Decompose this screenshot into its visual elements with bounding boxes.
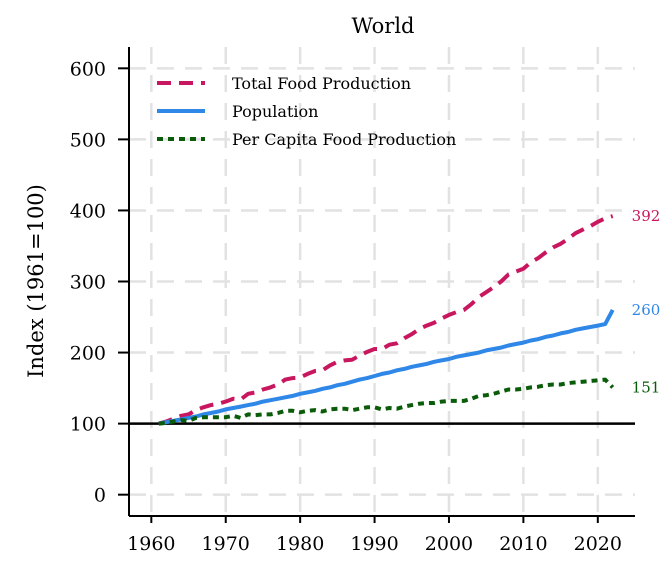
x-tick-label: 1980 — [276, 533, 324, 555]
end-value-label: 260 — [632, 301, 661, 319]
x-tick-label: 2010 — [499, 533, 547, 555]
y-tick-label: 600 — [70, 58, 106, 80]
x-tick-label: 2020 — [574, 533, 622, 555]
series-line-1 — [158, 214, 614, 426]
x-tick-label: 2000 — [425, 533, 473, 555]
series-line-2 — [158, 308, 615, 426]
y-tick-label: 0 — [94, 485, 106, 507]
legend-label-2: Population — [232, 102, 318, 121]
x-tick-label: 1990 — [350, 533, 398, 555]
legend: Total Food Production Population Per Capit… — [157, 74, 456, 149]
y-axis-label: Index (1961=100) — [24, 184, 48, 378]
series-line-3 — [158, 377, 615, 426]
end-value-label: 151 — [632, 378, 661, 396]
y-tick-label: 500 — [70, 129, 106, 151]
grid — [129, 47, 635, 516]
axes — [118, 47, 635, 523]
end-value-label: 392 — [632, 207, 661, 225]
chart-title: World — [352, 14, 415, 38]
tick-labels: 392 260 151 1960 1970 1980 1990 2000 2010 2020 0 10… — [70, 58, 661, 555]
y-tick-label: 300 — [70, 272, 106, 294]
legend-label-1: Total Food Production — [232, 74, 411, 93]
legend-label-3: Per Capita Food Production — [232, 130, 456, 149]
x-tick-label: 1960 — [127, 533, 175, 555]
x-tick-label: 1970 — [202, 533, 250, 555]
y-tick-label: 200 — [70, 343, 106, 365]
y-tick-label: 100 — [70, 414, 106, 436]
series-group — [158, 214, 615, 426]
y-tick-label: 400 — [70, 200, 106, 222]
